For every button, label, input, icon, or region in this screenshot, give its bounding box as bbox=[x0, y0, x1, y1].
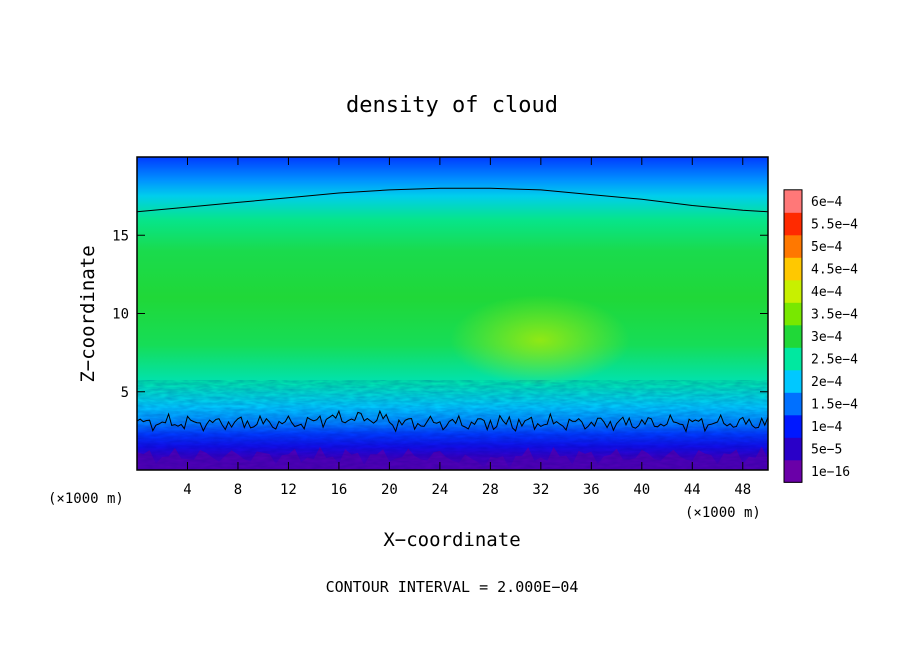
x-unit-label-right: (×1000 m) bbox=[685, 505, 761, 521]
colorbar-label: 2e−4 bbox=[811, 375, 842, 390]
colorbar-swatch bbox=[784, 347, 802, 371]
colorbar-swatch bbox=[784, 392, 802, 416]
colorbar-swatch bbox=[784, 369, 802, 393]
colorbar-swatch bbox=[784, 414, 802, 438]
colorbar-swatch bbox=[784, 279, 802, 303]
x-tick-label: 20 bbox=[381, 482, 398, 498]
contour-line-upper bbox=[137, 187, 768, 213]
colorbar-swatch bbox=[784, 234, 802, 258]
x-tick-label: 4 bbox=[183, 482, 191, 498]
colorbar-label: 5.5e−4 bbox=[811, 218, 858, 233]
colorbar-label: 5e−5 bbox=[811, 443, 842, 458]
plot-area bbox=[137, 157, 768, 470]
colorbar-swatch bbox=[784, 459, 802, 483]
x-tick-label: 40 bbox=[633, 482, 650, 498]
colorbar-swatch bbox=[784, 302, 802, 326]
y-axis-label: Z−coordinate bbox=[77, 245, 99, 382]
colorbar-swatch bbox=[784, 212, 802, 236]
density-maximum-region bbox=[450, 295, 630, 385]
colorbar-label: 3.5e−4 bbox=[811, 308, 858, 323]
y-tick-label: 5 bbox=[121, 385, 129, 401]
colorbar-label: 2.5e−4 bbox=[811, 353, 858, 368]
colorbar-label: 4e−4 bbox=[811, 285, 842, 300]
contour-line-lower bbox=[137, 409, 768, 433]
x-axis: 4 8 12 16 20 24 28 32 36 40 44 48 bbox=[183, 157, 751, 498]
x-tick-label: 36 bbox=[583, 482, 600, 498]
colorbar-swatch bbox=[784, 189, 802, 213]
colorbar-label: 5e−4 bbox=[811, 240, 842, 255]
colorbar-label: 3e−4 bbox=[811, 330, 842, 345]
x-tick-label: 12 bbox=[280, 482, 297, 498]
x-tick-label: 48 bbox=[734, 482, 751, 498]
colorbar-label: 1e−4 bbox=[811, 420, 842, 435]
colorbar-swatch bbox=[784, 324, 802, 348]
x-unit-label-left: (×1000 m) bbox=[48, 491, 124, 507]
colorbar-label: 1.5e−4 bbox=[811, 398, 858, 413]
y-axis: 5 10 15 bbox=[112, 228, 768, 401]
x-tick-label: 24 bbox=[431, 482, 448, 498]
colorbar-label: 1e−16 bbox=[811, 465, 850, 480]
x-tick-label: 16 bbox=[330, 482, 347, 498]
texture-overlay bbox=[137, 380, 768, 470]
colorbar-frame bbox=[783, 189, 803, 483]
contour-interval-note: CONTOUR INTERVAL = 2.000E−04 bbox=[326, 578, 579, 596]
chart-title: density of cloud bbox=[346, 93, 558, 118]
y-tick-label: 15 bbox=[112, 228, 129, 244]
y-tick-label: 10 bbox=[112, 307, 129, 323]
colorbar: 1e−16 5e−5 1e−4 1.5e−4 2e−4 2.5e−4 3e−4 3.5e−4 4… bbox=[783, 189, 858, 483]
x-axis-label: X−coordinate bbox=[383, 529, 520, 551]
x-tick-label: 28 bbox=[482, 482, 499, 498]
colorbar-label: 4.5e−4 bbox=[811, 263, 858, 278]
colorbar-label: 6e−4 bbox=[811, 195, 842, 210]
colorbar-swatch bbox=[784, 437, 802, 461]
x-tick-label: 8 bbox=[234, 482, 242, 498]
colorbar-swatch bbox=[784, 257, 802, 281]
x-tick-label: 44 bbox=[684, 482, 701, 498]
x-tick-label: 32 bbox=[532, 482, 549, 498]
